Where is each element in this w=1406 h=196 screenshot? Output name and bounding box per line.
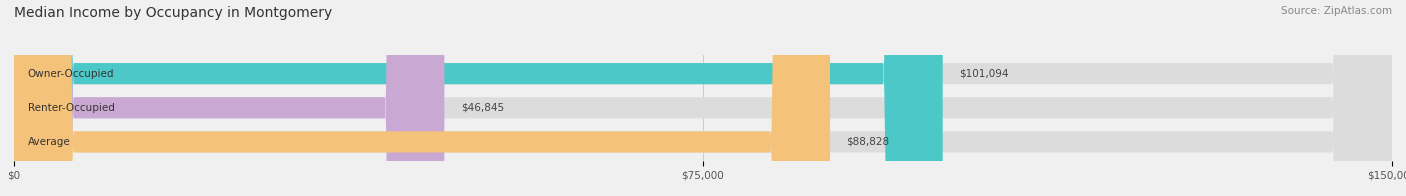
Text: Median Income by Occupancy in Montgomery: Median Income by Occupancy in Montgomery xyxy=(14,6,332,20)
Text: $101,094: $101,094 xyxy=(959,69,1008,79)
Text: Owner-Occupied: Owner-Occupied xyxy=(28,69,114,79)
FancyBboxPatch shape xyxy=(14,0,942,196)
Text: Source: ZipAtlas.com: Source: ZipAtlas.com xyxy=(1281,6,1392,16)
Text: $88,828: $88,828 xyxy=(846,137,890,147)
FancyBboxPatch shape xyxy=(14,0,1392,196)
Text: Average: Average xyxy=(28,137,70,147)
FancyBboxPatch shape xyxy=(14,0,830,196)
Text: $46,845: $46,845 xyxy=(461,103,503,113)
FancyBboxPatch shape xyxy=(14,0,1392,196)
Text: Renter-Occupied: Renter-Occupied xyxy=(28,103,115,113)
FancyBboxPatch shape xyxy=(14,0,1392,196)
FancyBboxPatch shape xyxy=(14,0,444,196)
